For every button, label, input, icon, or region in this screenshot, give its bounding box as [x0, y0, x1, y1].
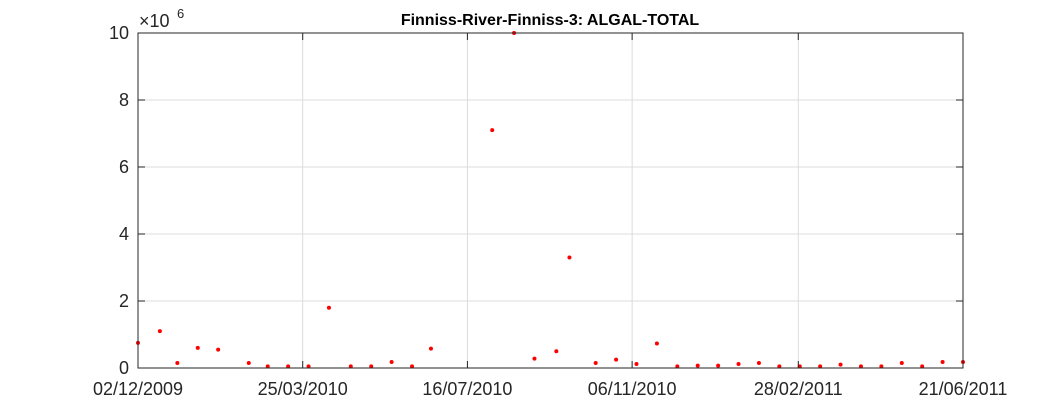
y-tick-label: 8 [119, 90, 129, 110]
data-point [838, 362, 843, 367]
data-point [410, 364, 415, 369]
data-point [265, 364, 270, 369]
data-point [195, 345, 200, 350]
data-point [675, 364, 680, 369]
data-point [554, 349, 559, 354]
y-tick-label: 4 [119, 224, 129, 244]
data-point [736, 361, 741, 366]
plot-area [138, 33, 963, 368]
data-point [756, 360, 761, 365]
x-tick-label: 02/12/2009 [93, 379, 183, 399]
data-point [654, 341, 659, 346]
data-point [326, 305, 331, 310]
data-point [428, 346, 433, 351]
data-point [216, 347, 221, 352]
data-point [920, 364, 925, 369]
y-tick-labels: 0 2 4 6 8 10 [109, 23, 129, 378]
data-point [940, 359, 945, 364]
data-point [695, 363, 700, 368]
data-point [899, 360, 904, 365]
data-point [306, 364, 311, 369]
y-tick-label: 10 [109, 23, 129, 43]
x-tick-label: 28/02/2011 [754, 379, 843, 399]
x-tick-label: 06/11/2010 [588, 379, 677, 399]
tick-marks [137, 32, 964, 369]
x-tick-label: 16/07/2010 [422, 379, 512, 399]
axes-box [137, 32, 964, 369]
y-tick-label: 2 [119, 291, 129, 311]
data-point [818, 364, 823, 369]
x-tick-labels: 02/12/2009 25/03/2010 16/07/2010 06/11/2010… [93, 379, 1007, 399]
data-point [389, 359, 394, 364]
data-point [286, 364, 291, 369]
data-point [567, 255, 572, 260]
x-tick-label: 25/03/2010 [258, 379, 348, 399]
data-point [634, 361, 639, 366]
data-points [136, 31, 965, 369]
data-point [490, 128, 495, 133]
x-tick-label: 21/06/2011 [919, 379, 1008, 399]
y-tick-label: 0 [119, 358, 129, 378]
data-point [532, 356, 537, 361]
data-point [369, 364, 374, 369]
data-point [593, 360, 598, 365]
data-point [157, 329, 162, 334]
grid-lines [138, 33, 963, 368]
data-point [348, 364, 353, 369]
y-tick-label: 6 [119, 157, 129, 177]
data-point [858, 364, 863, 369]
data-point [614, 357, 619, 362]
y-exponent-power: 6 [177, 6, 184, 21]
data-point [879, 364, 884, 369]
data-point [716, 363, 721, 368]
chart-title: Finniss-River-Finniss-3: ALGAL-TOTAL [401, 12, 700, 29]
y-exponent-base: ×10 [139, 11, 170, 31]
data-point [777, 364, 782, 369]
data-point [246, 360, 251, 365]
data-point [175, 360, 180, 365]
